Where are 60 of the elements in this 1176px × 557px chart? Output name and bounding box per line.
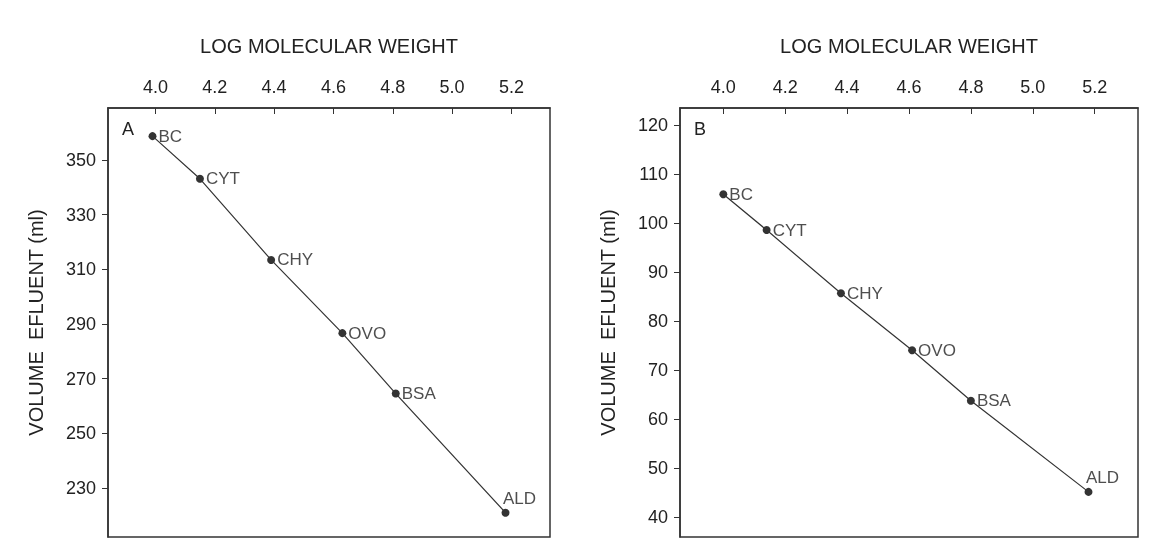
- annotation: CYT: [205, 169, 240, 189]
- point: [195, 174, 204, 183]
- annotation: OVO: [918, 340, 956, 360]
- y-tick-label: 40: [647, 507, 668, 528]
- y-tick-label: 250: [65, 423, 96, 444]
- annotation: BC: [158, 126, 183, 146]
- annotation: A: [122, 119, 135, 139]
- x-tick-label: 4.6: [320, 77, 346, 97]
- x-tick-label: 4.2: [772, 77, 798, 97]
- x-tick-label: 5.0: [1020, 77, 1046, 97]
- x-tick-label: 5.2: [498, 77, 524, 97]
- x-tick-label: 4.8: [958, 77, 984, 97]
- annotation: BSA: [401, 384, 437, 404]
- y-tick-label: 290: [65, 313, 96, 334]
- x-axis-title: LOG MOLECULAR WEIGHT: [780, 35, 1038, 57]
- y-tick-label: 330: [65, 204, 96, 225]
- y-axis-title: VOLUME EFLUENT (ml): [25, 209, 47, 436]
- point: [908, 346, 917, 355]
- x-tick-label: 5.0: [439, 77, 465, 97]
- annotation: CYT: [772, 220, 807, 240]
- y-tick-label: 350: [65, 149, 96, 170]
- x-axis-title: LOG MOLECULAR WEIGHT: [200, 35, 458, 57]
- x-tick-label: 4.2: [202, 77, 228, 97]
- x-tick-label: 4.0: [142, 77, 168, 97]
- annotation: BSA: [976, 391, 1012, 411]
- annotation: OVO: [348, 323, 387, 343]
- annotation: BC: [729, 184, 753, 204]
- y-axis-title: VOLUME EFLUENT (ml): [597, 209, 619, 436]
- y-tick-label: 90: [647, 262, 668, 283]
- point: [762, 226, 771, 235]
- y-tick-label: 70: [647, 360, 668, 381]
- x-tick-label: 4.8: [380, 77, 406, 97]
- y-tick-label: 110: [639, 164, 668, 185]
- x-tick-label: 4.6: [896, 77, 922, 97]
- point: [1084, 487, 1093, 496]
- x-tick-label: 4.4: [261, 77, 287, 97]
- point: [501, 508, 510, 517]
- y-tick-label: 270: [65, 368, 96, 389]
- point: [966, 396, 975, 405]
- annotation: ALD: [1085, 467, 1120, 487]
- y-tick-label: 230: [65, 477, 96, 498]
- x-tick-label: 4.0: [710, 77, 736, 97]
- y-tick-label: 100: [637, 213, 668, 234]
- y-tick-label: 60: [647, 409, 668, 430]
- point: [836, 289, 845, 298]
- point: [391, 389, 400, 398]
- y-tick-label: 80: [647, 311, 668, 332]
- point: [267, 255, 276, 264]
- y-tick-label: 50: [647, 458, 668, 479]
- y-tick-label: 310: [65, 259, 96, 280]
- y-tick-label: 120: [637, 115, 668, 136]
- annotation: CHY: [277, 250, 314, 270]
- x-tick-label: 4.4: [834, 77, 860, 97]
- x-tick-label: 5.2: [1082, 77, 1108, 97]
- point: [338, 329, 347, 338]
- point: [148, 132, 157, 141]
- annotation: ALD: [502, 488, 537, 508]
- annotation: B: [694, 119, 707, 139]
- annotation: CHY: [846, 283, 883, 303]
- point: [719, 190, 728, 199]
